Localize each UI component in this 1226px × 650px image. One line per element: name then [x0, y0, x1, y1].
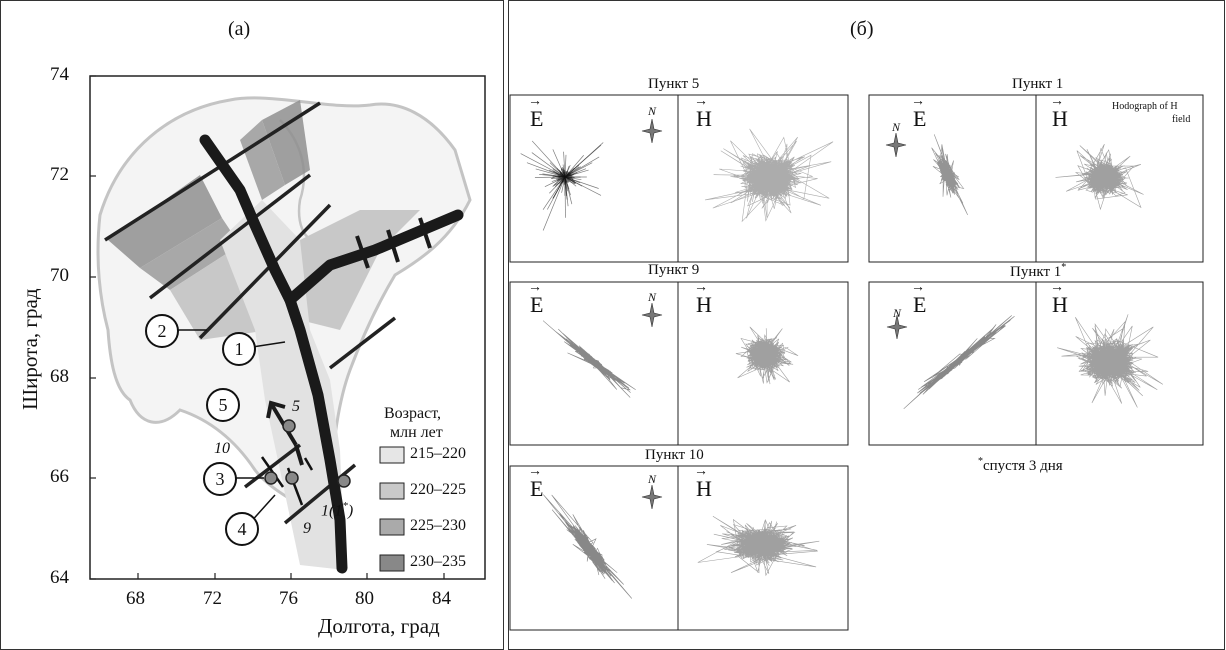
e-field-hodograph-10: [543, 494, 633, 599]
site-label-5: 5: [292, 398, 300, 415]
vec-h-5: → H: [694, 94, 712, 131]
cell-title-1star: Пункт 1*: [1010, 262, 1067, 280]
cell-frame-5: [509, 94, 849, 263]
legend-swatch-3: [379, 518, 405, 536]
site-label-10: 10: [214, 440, 230, 457]
e-field-core-5: [550, 168, 577, 187]
circled-site-2: 2: [145, 314, 179, 348]
compass-rose-1star: [886, 314, 908, 340]
north-label-1star: N: [893, 306, 902, 320]
panel-b-frame: [508, 0, 1225, 650]
north-label-9: N: [648, 290, 657, 304]
vec-h-1: → H: [1050, 94, 1068, 131]
vec-e-1star: → E: [911, 280, 927, 317]
x-tick-68: 68: [126, 588, 145, 609]
legend-item-1: 215–220: [410, 445, 466, 462]
site-label-9: 9: [303, 520, 311, 537]
compass-rose-9: [641, 302, 663, 328]
cell-frame-10: [509, 465, 849, 631]
vec-h-9: → H: [694, 280, 712, 317]
h-field-hodograph-1: [1055, 143, 1144, 211]
panel-a-label: (a): [228, 18, 251, 40]
y-axis-title: Широта, град: [18, 288, 42, 410]
e-field-star-5: [520, 140, 604, 231]
cell-title-9: Пункт 9: [648, 262, 700, 278]
compass-rose-1: [885, 132, 907, 158]
y-tick-72: 72: [50, 164, 69, 185]
rift-crossbars: [355, 217, 432, 269]
cell-title-5: Пункт 5: [648, 76, 700, 92]
legend-title-1: Возраст,: [384, 405, 441, 422]
map-plot: [89, 75, 486, 580]
vec-e-10: → E: [528, 464, 544, 501]
e-field-hodograph-1: [931, 134, 968, 216]
y-tick-66: 66: [50, 466, 69, 487]
e-field-hodograph-9: [542, 320, 636, 398]
h-field-hodograph-1star: [1057, 314, 1164, 408]
age-band-230-235-b: [262, 100, 310, 185]
north-label-1: N: [892, 120, 901, 134]
rift-axis: [199, 134, 464, 574]
site-label-1: 1(1*): [321, 500, 354, 520]
age-band-225-230-b: [240, 120, 285, 200]
y-tick-74: 74: [50, 64, 69, 85]
hodograph-grid: [509, 94, 1204, 631]
hodograph-caption-line1: Hodograph of H: [1112, 101, 1178, 112]
x-tick-80: 80: [355, 588, 374, 609]
footnote: *спустя 3 дня: [978, 456, 1063, 474]
circled-site-3: 3: [203, 462, 237, 496]
vec-h-10: → H: [694, 464, 712, 501]
legend-item-2: 220–225: [410, 481, 466, 498]
e-field-hodograph-1star: [903, 315, 1015, 410]
cell-title-10: Пункт 10: [645, 447, 704, 463]
profile-lines: [104, 101, 397, 525]
circled-site-5: 5: [206, 388, 240, 422]
y-tick-70: 70: [50, 265, 69, 286]
axis-ticks: [90, 75, 445, 580]
circled-site-4: 4: [225, 512, 259, 546]
hodograph-caption-line2: field: [1172, 114, 1191, 125]
x-axis-title: Долгота, град: [318, 614, 440, 638]
x-tick-72: 72: [203, 588, 222, 609]
vec-h-1star: → H: [1050, 280, 1068, 317]
compass-rose-10: [641, 484, 663, 510]
callout-leaders: [177, 329, 286, 526]
vec-e-1: → E: [911, 94, 927, 131]
compass-rose-5: [641, 118, 663, 144]
site-markers: [260, 419, 351, 506]
h-field-hodograph-5: [704, 128, 834, 223]
h-field-hodograph-9: [735, 326, 799, 385]
y-tick-64: 64: [50, 567, 69, 588]
age-band-230-235: [108, 175, 222, 268]
y-tick-68: 68: [50, 366, 69, 387]
age-band-215-220: [220, 200, 345, 570]
circled-site-1: 1: [222, 332, 256, 366]
cell-title-1: Пункт 1: [1012, 76, 1064, 92]
legend-swatch-1: [379, 446, 405, 464]
cell-frame-9: [509, 281, 849, 446]
h-field-hodograph-10: [697, 515, 820, 577]
legend-item-3: 225–230: [410, 517, 466, 534]
legend-swatch-2: [379, 482, 405, 500]
x-tick-76: 76: [279, 588, 298, 609]
age-band-225-230: [140, 218, 240, 290]
vec-e-9: → E: [528, 280, 544, 317]
north-label-5: N: [648, 104, 657, 118]
panel-b-label: (б): [850, 18, 874, 40]
vec-e-5: → E: [528, 94, 544, 131]
legend-swatch-4: [379, 554, 405, 572]
north-label-10: N: [648, 472, 657, 486]
x-tick-84: 84: [432, 588, 451, 609]
legend-title-2: млн лет: [390, 424, 443, 441]
legend-item-4: 230–235: [410, 553, 466, 570]
